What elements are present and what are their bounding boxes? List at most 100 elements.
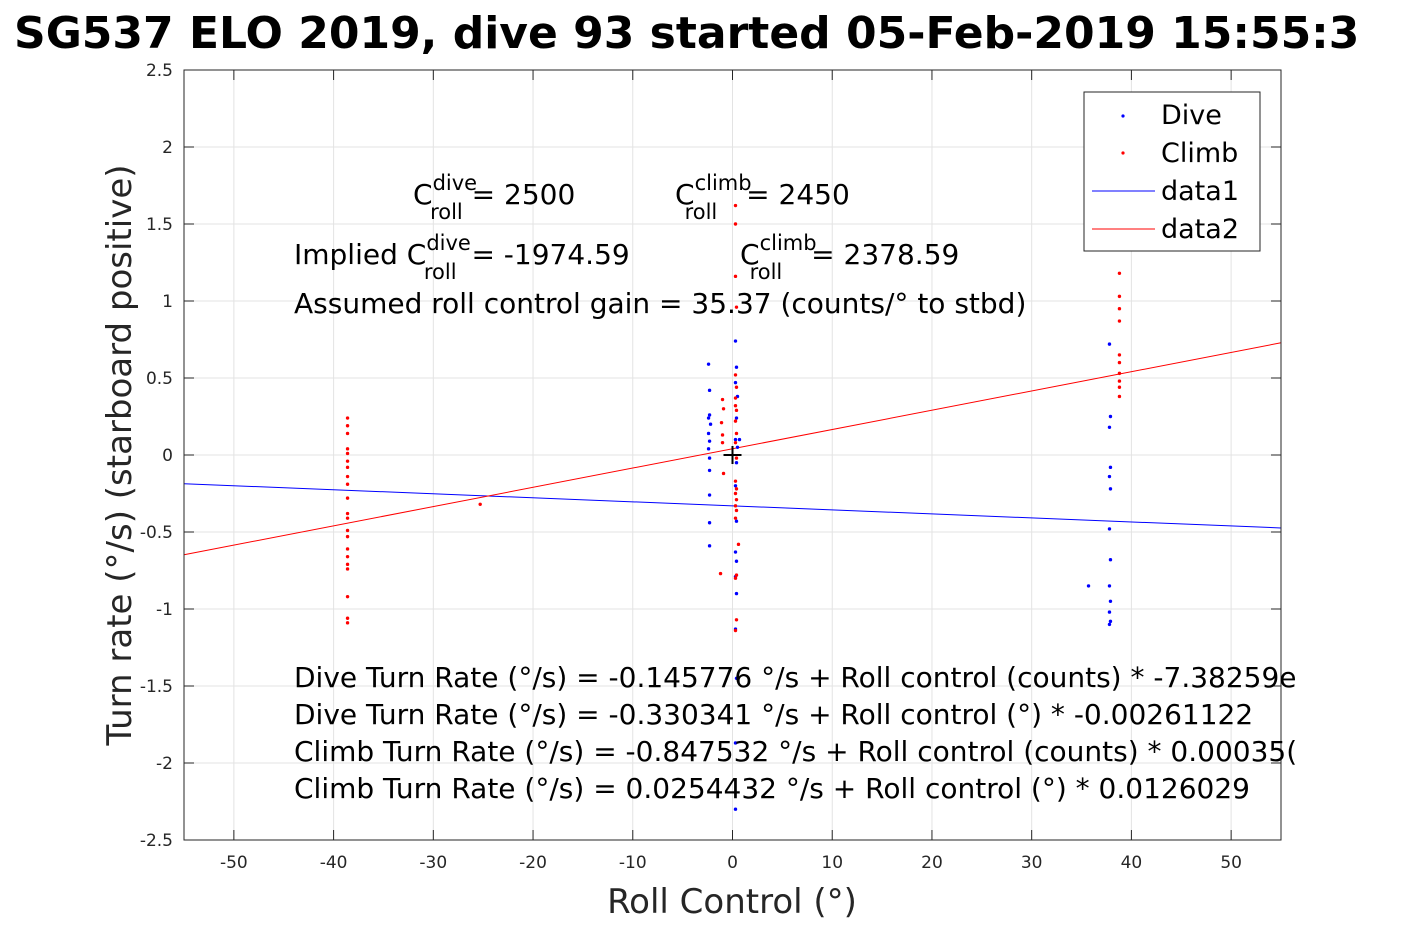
climb-point bbox=[733, 222, 738, 226]
x-tick-label: -10 bbox=[619, 853, 647, 873]
dive-point bbox=[707, 439, 712, 443]
climb-point bbox=[734, 456, 739, 460]
y-tick-label: 2 bbox=[162, 138, 173, 158]
annotation-implied-c-roll-climb: Cclimb roll = 2378.59 bbox=[740, 231, 959, 284]
climb-point bbox=[1117, 360, 1122, 365]
annotations: Cdive roll = 2500 Cclimb roll = 2450 Impli… bbox=[294, 171, 1297, 805]
climb-point bbox=[719, 420, 724, 425]
climb-point bbox=[733, 404, 738, 408]
y-axis-label: Turn rate (°/s) (starboard positive) bbox=[100, 164, 140, 746]
dive-point bbox=[734, 461, 739, 465]
climb-point bbox=[1117, 353, 1122, 357]
origin-marker bbox=[723, 446, 742, 464]
x-tick-label: -30 bbox=[419, 853, 447, 873]
climb-point bbox=[734, 497, 739, 502]
x-tick-label: 30 bbox=[1021, 853, 1043, 873]
climb-point bbox=[734, 618, 739, 622]
climb-point bbox=[1117, 379, 1122, 383]
dive-point bbox=[1086, 584, 1091, 588]
climb-point bbox=[345, 621, 350, 625]
climb-point bbox=[733, 274, 738, 279]
climb-point bbox=[720, 397, 725, 402]
climb-point bbox=[345, 516, 350, 520]
climb-point bbox=[733, 396, 738, 400]
climb-point bbox=[736, 542, 741, 547]
climb-point bbox=[345, 511, 350, 516]
climb-point bbox=[1117, 319, 1122, 323]
dive-point bbox=[707, 493, 712, 497]
dive-point bbox=[733, 380, 738, 385]
x-tick-label: 10 bbox=[821, 853, 843, 873]
legend: Dive Climb data1 data2 bbox=[1083, 91, 1261, 252]
climb-point bbox=[733, 516, 738, 520]
dive-point bbox=[1107, 622, 1112, 627]
dive-point bbox=[1108, 487, 1113, 491]
dive-point bbox=[735, 445, 740, 449]
climb-point bbox=[734, 305, 739, 309]
dive-point bbox=[1108, 465, 1113, 470]
chart-title: SG537 ELO 2019, dive 93 started 05-Feb-2… bbox=[14, 8, 1359, 59]
climb-point bbox=[734, 487, 739, 491]
dive-point bbox=[733, 550, 738, 554]
climb-point bbox=[1117, 371, 1122, 376]
dive-point bbox=[707, 413, 712, 417]
climb-point bbox=[345, 447, 350, 451]
dive-point bbox=[734, 676, 739, 680]
dive-point bbox=[734, 416, 739, 420]
climb-point bbox=[733, 419, 738, 423]
climb-point bbox=[345, 496, 350, 500]
climb-point bbox=[345, 431, 350, 436]
dive-point bbox=[1107, 610, 1112, 614]
climb-point bbox=[1117, 394, 1122, 399]
annotation-c-roll-climb: Cclimb roll = 2450 bbox=[675, 171, 850, 224]
climb-point bbox=[345, 416, 350, 420]
climb-point bbox=[345, 528, 350, 533]
annotation-climb-counts-fit: Climb Turn Rate (°/s) = -0.847532 °/s + … bbox=[294, 735, 1297, 768]
climb-point bbox=[721, 471, 726, 476]
annotation-implied-c-roll-dive: Implied Cdive roll = -1974.59 bbox=[294, 231, 630, 284]
annotation-dive-counts-fit: Dive Turn Rate (°/s) = -0.145776 °/s + R… bbox=[294, 661, 1297, 694]
climb-point bbox=[345, 547, 350, 551]
climb-point bbox=[345, 534, 350, 539]
y-tick-labels: -2.5 -2 -1.5 -1 -0.5 0 0.5 1 1.5 2 2.5 bbox=[140, 61, 173, 851]
legend-label-climb: Climb bbox=[1161, 138, 1238, 169]
x-tick-label: 0 bbox=[727, 853, 738, 873]
legend-swatch-dive bbox=[1121, 114, 1125, 118]
climb-point bbox=[733, 203, 738, 208]
climb-point bbox=[345, 616, 350, 620]
y-tick-label: -1.5 bbox=[140, 677, 173, 697]
climb-point bbox=[345, 562, 350, 567]
climb-point bbox=[734, 431, 739, 436]
climb-point bbox=[1117, 271, 1122, 275]
x-tick-label: -40 bbox=[320, 853, 348, 873]
climb-point bbox=[718, 571, 723, 576]
annotation-roll-gain: Assumed roll control gain = 35.37 (count… bbox=[294, 287, 1026, 320]
climb-point bbox=[734, 408, 739, 413]
climb-point bbox=[733, 576, 738, 580]
y-tick-label: 0.5 bbox=[146, 369, 173, 389]
y-tick-label: -0.5 bbox=[140, 523, 173, 543]
dive-point bbox=[734, 519, 739, 523]
dive-point bbox=[1108, 619, 1113, 624]
y-tick-label: -2.5 bbox=[140, 831, 173, 851]
climb-point bbox=[345, 567, 350, 571]
dive-point bbox=[706, 447, 711, 451]
x-tick-label: 50 bbox=[1220, 853, 1242, 873]
dive-point bbox=[1107, 425, 1112, 429]
climb-point bbox=[733, 440, 738, 445]
climb-point bbox=[733, 479, 738, 483]
legend-swatch-climb bbox=[1121, 151, 1125, 155]
y-tick-label: 2.5 bbox=[146, 61, 173, 81]
climb-point bbox=[345, 465, 350, 470]
x-tick-label: 40 bbox=[1121, 853, 1143, 873]
y-tick-label: 0 bbox=[162, 446, 173, 466]
climb-point bbox=[1117, 307, 1122, 311]
annotation-c-roll-dive: Cdive roll = 2500 bbox=[413, 171, 575, 224]
x-axis-label: Roll Control (°) bbox=[607, 882, 857, 922]
dive-point bbox=[734, 591, 739, 596]
legend-label-data2: data2 bbox=[1161, 214, 1239, 245]
dive-point bbox=[737, 437, 742, 442]
climb-point bbox=[734, 385, 739, 389]
climb-point bbox=[1117, 294, 1122, 299]
axis-ticks bbox=[184, 69, 1281, 841]
